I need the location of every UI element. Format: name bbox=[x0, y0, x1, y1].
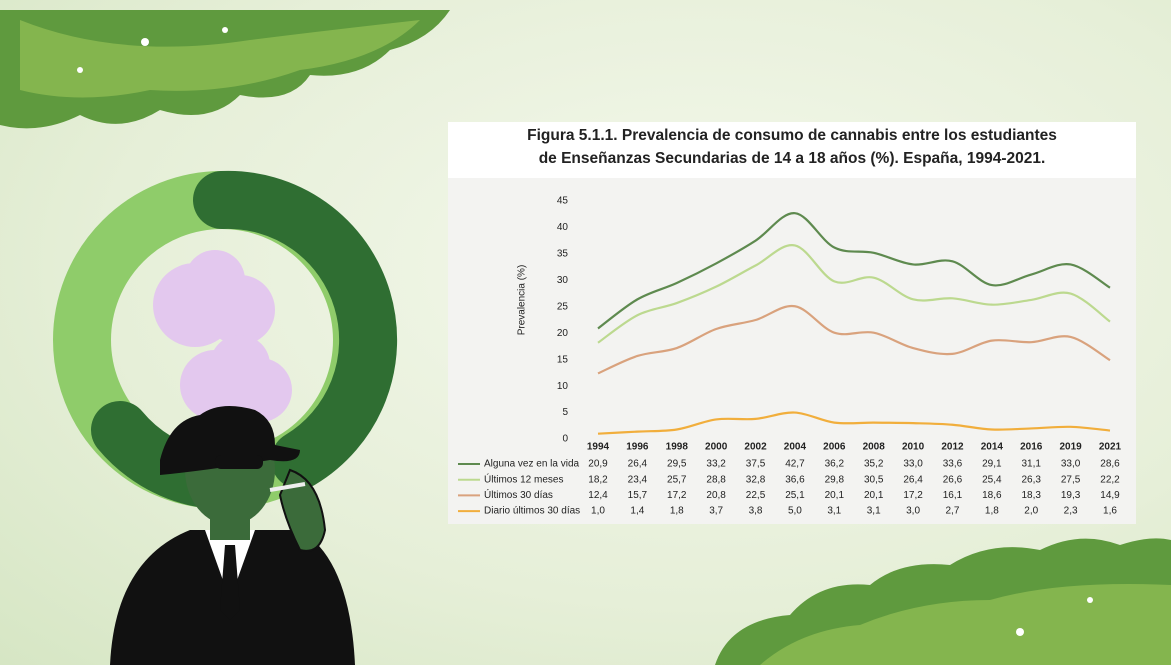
x-tick-label: 2012 bbox=[941, 442, 964, 453]
table-value: 33,0 bbox=[903, 459, 923, 470]
table-value: 3,1 bbox=[867, 506, 881, 517]
table-value: 12,4 bbox=[588, 490, 608, 501]
table-value: 5,0 bbox=[788, 506, 802, 517]
x-tick-label: 2006 bbox=[823, 442, 846, 453]
x-tick-label: 2004 bbox=[784, 442, 807, 453]
table-value: 33,0 bbox=[1061, 459, 1081, 470]
table-value: 1,4 bbox=[630, 506, 644, 517]
table-value: 25,4 bbox=[982, 474, 1002, 485]
table-value: 16,1 bbox=[943, 490, 963, 501]
x-tick-label: 2008 bbox=[863, 442, 886, 453]
table-value: 3,8 bbox=[749, 506, 763, 517]
table-value: 36,6 bbox=[785, 474, 805, 485]
table-value: 31,1 bbox=[1021, 459, 1041, 470]
table-value: 3,1 bbox=[827, 506, 841, 517]
table-value: 28,8 bbox=[706, 474, 726, 485]
smoke bbox=[153, 250, 292, 422]
table-value: 25,7 bbox=[667, 474, 687, 485]
table-value: 18,2 bbox=[588, 474, 608, 485]
table-value: 30,5 bbox=[864, 474, 884, 485]
y-tick-label: 20 bbox=[557, 328, 569, 339]
table-value: 26,4 bbox=[903, 474, 923, 485]
chart-card: Prevalencia (%) 0 5 10 15 20 25 30 35 40 45 1994 199… bbox=[448, 122, 1136, 524]
table-value: 29,5 bbox=[667, 459, 687, 470]
table-value: 2,0 bbox=[1024, 506, 1038, 517]
y-tick-label: 5 bbox=[562, 407, 568, 418]
x-tick-label: 1994 bbox=[587, 442, 610, 453]
table-value: 17,2 bbox=[903, 490, 923, 501]
table-value: 1,0 bbox=[591, 506, 605, 517]
table-value: 2,3 bbox=[1064, 506, 1078, 517]
table-value: 26,6 bbox=[943, 474, 963, 485]
x-tick-label: 1996 bbox=[626, 442, 649, 453]
table-value: 14,9 bbox=[1100, 490, 1120, 501]
bush-bottom-right bbox=[715, 538, 1171, 665]
table-value: 42,7 bbox=[785, 459, 805, 470]
y-tick-label: 10 bbox=[557, 381, 569, 392]
table-value: 2,7 bbox=[946, 506, 960, 517]
table-value: 26,4 bbox=[628, 459, 648, 470]
chart: Prevalencia (%) 0 5 10 15 20 25 30 35 40 45 1994 199… bbox=[458, 196, 1122, 517]
table-value: 29,1 bbox=[982, 459, 1002, 470]
table-value: 18,3 bbox=[1021, 490, 1041, 501]
chart-title: Figura 5.1.1. Prevalencia de consumo de … bbox=[448, 122, 1136, 178]
table-value: 36,2 bbox=[825, 459, 845, 470]
x-tick-label: 2021 bbox=[1099, 442, 1122, 453]
table-value: 25,1 bbox=[785, 490, 805, 501]
table-value: 3,0 bbox=[906, 506, 920, 517]
series-line bbox=[597, 244, 1111, 344]
table-value: 23,4 bbox=[628, 474, 648, 485]
table-value: 33,6 bbox=[943, 459, 963, 470]
y-tick-label: 30 bbox=[557, 275, 569, 286]
legend-label: Últimos 12 meses bbox=[484, 472, 563, 485]
x-tick-label: 2000 bbox=[705, 442, 728, 453]
table-value: 27,5 bbox=[1061, 474, 1081, 485]
table-value: 26,3 bbox=[1021, 474, 1041, 485]
table-value: 20,8 bbox=[706, 490, 726, 501]
table-value: 37,5 bbox=[746, 459, 766, 470]
y-tick-label: 35 bbox=[557, 249, 569, 260]
table-value: 28,6 bbox=[1100, 459, 1120, 470]
series-line bbox=[597, 411, 1111, 435]
table-value: 22,5 bbox=[746, 490, 766, 501]
x-tick-label: 2010 bbox=[902, 442, 925, 453]
x-tick-label: 2014 bbox=[981, 442, 1004, 453]
y-axis-label: Prevalencia (%) bbox=[517, 265, 528, 336]
series-line bbox=[597, 304, 1111, 375]
x-tick-label: 2002 bbox=[744, 442, 767, 453]
table-value: 1,8 bbox=[985, 506, 999, 517]
table-value: 20,9 bbox=[588, 459, 608, 470]
table-value: 17,2 bbox=[667, 490, 687, 501]
man-illustration bbox=[110, 406, 355, 665]
table-value: 19,3 bbox=[1061, 490, 1081, 501]
series-line bbox=[597, 212, 1111, 330]
y-tick-label: 25 bbox=[557, 301, 569, 312]
table-value: 1,6 bbox=[1103, 506, 1117, 517]
y-tick-label: 45 bbox=[557, 196, 569, 207]
legend-label: Diario últimos 30 días bbox=[484, 506, 580, 517]
table-value: 15,7 bbox=[628, 490, 648, 501]
table-value: 33,2 bbox=[706, 459, 726, 470]
y-tick-label: 0 bbox=[562, 434, 568, 445]
legend-label: Alguna vez en la vida bbox=[484, 459, 580, 470]
table-value: 35,2 bbox=[864, 459, 884, 470]
table-value: 29,8 bbox=[825, 474, 845, 485]
table-value: 32,8 bbox=[746, 474, 766, 485]
y-tick-label: 15 bbox=[557, 354, 569, 365]
x-tick-label: 1998 bbox=[666, 442, 689, 453]
table-value: 18,6 bbox=[982, 490, 1002, 501]
x-tick-label: 2016 bbox=[1020, 442, 1043, 453]
table-value: 22,2 bbox=[1100, 474, 1120, 485]
legend-label: Últimos 30 días bbox=[484, 488, 553, 501]
table-value: 3,7 bbox=[709, 506, 723, 517]
table-value: 1,8 bbox=[670, 506, 684, 517]
bush-top-left bbox=[0, 10, 450, 129]
table-value: 20,1 bbox=[864, 490, 884, 501]
x-tick-label: 2019 bbox=[1059, 442, 1082, 453]
table-value: 20,1 bbox=[825, 490, 845, 501]
y-tick-label: 40 bbox=[557, 222, 569, 233]
